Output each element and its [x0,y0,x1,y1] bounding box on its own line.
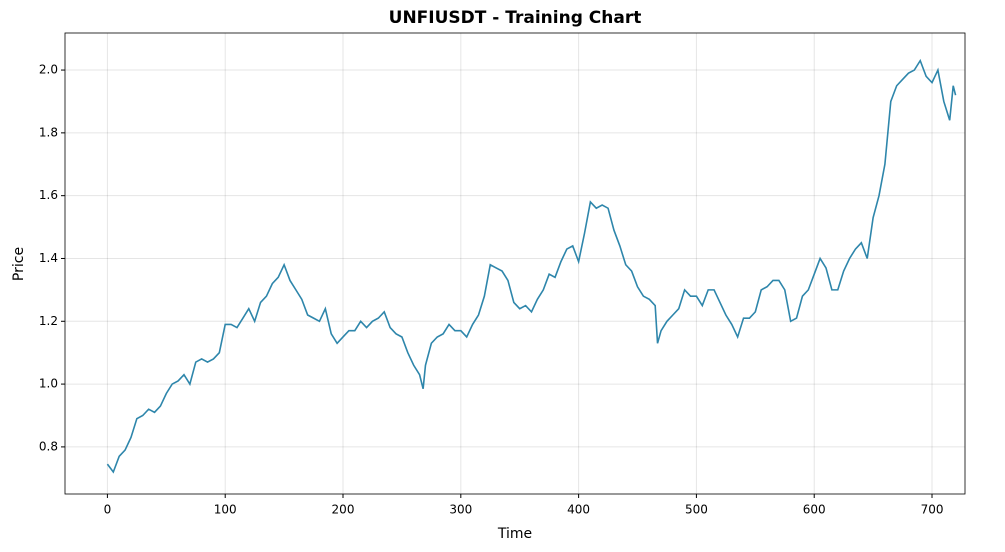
x-tick-label: 400 [567,503,590,517]
y-tick-label: 1.8 [39,125,58,139]
price-line [106,58,957,474]
y-tick-label: 1.2 [39,314,58,328]
x-tick-label: 200 [332,503,355,517]
x-tick-label: 300 [449,503,472,517]
x-tick-label: 100 [214,503,237,517]
y-tick-label: 1.4 [39,251,58,265]
x-tick-label: 600 [803,503,826,517]
chart-title: UNFIUSDT - Training Chart [389,8,642,28]
y-tick-label: 2.0 [39,63,58,77]
x-tick-label: 500 [685,503,708,517]
x-axis-label: Time [497,526,532,542]
x-tick-label: 0 [104,503,112,517]
y-tick-label: 1.6 [39,188,58,202]
y-axis-label: Price [11,247,27,281]
x-tick-label: 700 [921,503,944,517]
y-tick-label: 1.0 [39,377,58,391]
y-tick-label: 0.8 [39,439,58,453]
plot-frame [64,32,966,495]
